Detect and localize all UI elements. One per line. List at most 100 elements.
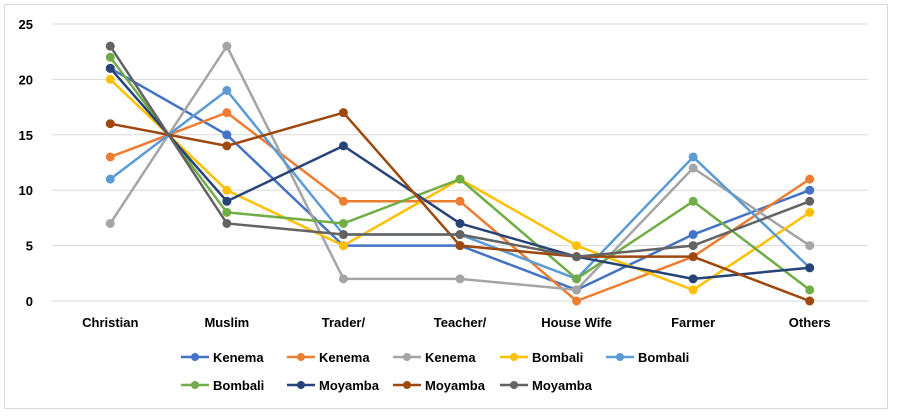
series-6 xyxy=(105,63,815,284)
data-point xyxy=(338,218,348,228)
y-tick-label: 20 xyxy=(19,72,33,87)
data-point xyxy=(805,174,815,184)
series-7 xyxy=(105,108,815,306)
series-5 xyxy=(105,52,815,295)
legend-item: Kenema xyxy=(181,350,264,365)
x-axis-ticks: Christian Muslim Trader/Teacher/House Wife… xyxy=(82,315,831,330)
data-point xyxy=(105,152,115,162)
y-tick-label: 10 xyxy=(19,183,33,198)
legend-swatch-marker xyxy=(403,381,411,389)
y-tick-label: 0 xyxy=(26,294,33,309)
legend-label: Moyamba xyxy=(425,378,486,393)
legend-item: Moyamba xyxy=(500,378,593,393)
legend-label: Bombali xyxy=(638,350,689,365)
data-point xyxy=(572,285,582,295)
legend-swatch-marker xyxy=(403,353,411,361)
legend-item: Moyamba xyxy=(287,378,380,393)
legend-swatch-marker xyxy=(616,353,624,361)
series-line xyxy=(109,56,811,291)
data-point xyxy=(338,141,348,151)
legend-item: Kenema xyxy=(287,350,370,365)
data-point xyxy=(455,218,465,228)
legend-item: Kenema xyxy=(393,350,476,365)
data-point xyxy=(805,196,815,206)
data-point xyxy=(338,274,348,284)
series-2 xyxy=(105,41,815,295)
y-axis-ticks: 0 5 10 15 20 25 xyxy=(19,17,33,309)
data-point xyxy=(222,130,232,140)
legend-label: Bombali xyxy=(532,350,583,365)
legend-label: Moyamba xyxy=(532,378,593,393)
data-point xyxy=(688,230,698,240)
legend-item: Moyamba xyxy=(393,378,486,393)
data-point xyxy=(688,252,698,262)
data-point xyxy=(455,230,465,240)
data-point xyxy=(455,196,465,206)
series-line xyxy=(109,78,811,292)
legend-swatch-marker xyxy=(297,381,305,389)
data-point xyxy=(572,296,582,306)
data-point xyxy=(572,274,582,284)
y-tick-label: 25 xyxy=(19,17,33,32)
series-lines xyxy=(105,41,815,306)
legend-label: Kenema xyxy=(213,350,264,365)
legend-label: Kenema xyxy=(425,350,476,365)
data-point xyxy=(222,41,232,51)
data-point xyxy=(805,207,815,217)
chart-frame xyxy=(4,4,888,409)
x-tick-label: Trader/ xyxy=(322,315,366,330)
data-point xyxy=(105,41,115,51)
gridlines xyxy=(52,23,868,302)
data-point xyxy=(222,185,232,195)
data-point xyxy=(688,285,698,295)
x-tick-label: Christian xyxy=(82,315,138,330)
data-point xyxy=(105,218,115,228)
legend-item: Bombali xyxy=(181,378,264,393)
data-point xyxy=(338,108,348,118)
data-point xyxy=(805,263,815,273)
data-point xyxy=(105,52,115,62)
data-point xyxy=(688,152,698,162)
data-point xyxy=(222,108,232,118)
data-point xyxy=(222,207,232,217)
data-point xyxy=(688,274,698,284)
data-point xyxy=(805,285,815,295)
data-point xyxy=(105,174,115,184)
data-point xyxy=(455,174,465,184)
data-point xyxy=(105,119,115,129)
legend-swatch-marker xyxy=(191,353,199,361)
data-point xyxy=(688,163,698,173)
legend-swatch-marker xyxy=(297,353,305,361)
x-tick-label: Teacher/ xyxy=(434,315,487,330)
y-tick-label: 5 xyxy=(26,239,33,254)
series-8 xyxy=(105,41,815,262)
data-point xyxy=(222,196,232,206)
data-point xyxy=(805,241,815,251)
data-point xyxy=(222,141,232,151)
x-tick-label: Muslim xyxy=(204,315,249,330)
data-point xyxy=(338,196,348,206)
x-tick-label: House Wife xyxy=(541,315,612,330)
data-point xyxy=(572,252,582,262)
data-point xyxy=(805,296,815,306)
legend-swatch-marker xyxy=(510,353,518,361)
y-tick-label: 15 xyxy=(19,128,33,143)
data-point xyxy=(455,241,465,251)
data-point xyxy=(105,63,115,73)
legend-label: Moyamba xyxy=(319,378,380,393)
legend-label: Bombali xyxy=(213,378,264,393)
legend-item: Bombali xyxy=(500,350,583,365)
series-line xyxy=(109,89,811,281)
data-point xyxy=(688,196,698,206)
data-point xyxy=(805,185,815,195)
legend-swatch-marker xyxy=(191,381,199,389)
x-tick-label: Farmer xyxy=(671,315,715,330)
x-tick-label: Others xyxy=(789,315,831,330)
data-point xyxy=(105,74,115,84)
legend: Kenema Kenema Kenema Bombali Bombali Bombali M… xyxy=(181,350,689,393)
data-point xyxy=(455,274,465,284)
legend-item: Bombali xyxy=(606,350,689,365)
data-point xyxy=(688,241,698,251)
data-point xyxy=(222,85,232,95)
